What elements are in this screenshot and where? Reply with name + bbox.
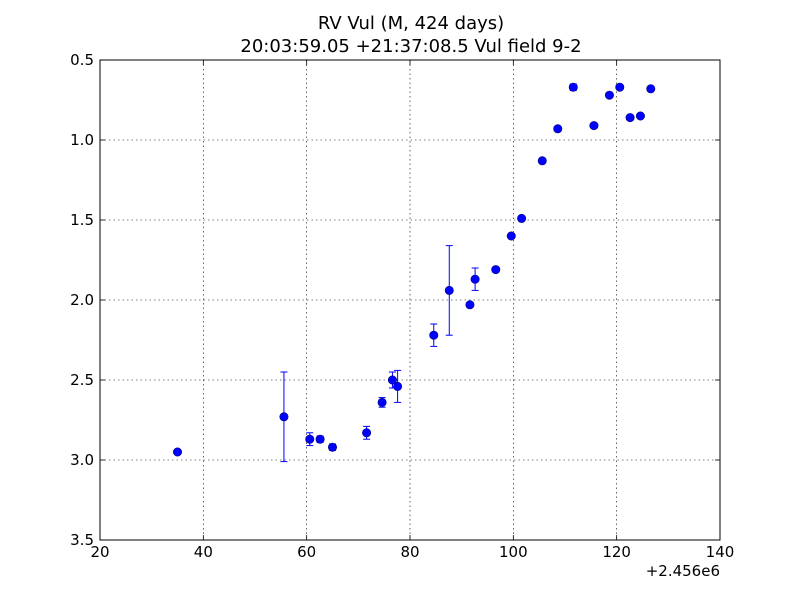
y-tick-label: 2.5 [70, 371, 94, 389]
data-point [615, 82, 625, 92]
data-point [517, 213, 527, 223]
data-point [604, 90, 614, 100]
data-point [327, 442, 337, 452]
data-point [362, 428, 372, 438]
data-point [589, 121, 599, 131]
x-tick-label: 40 [194, 543, 213, 561]
x-tick-label: 100 [499, 543, 528, 561]
x-tick-label: 20 [90, 543, 109, 561]
data-point [315, 434, 325, 444]
chart-subtitle: 20:03:59.05 +21:37:08.5 Vul field 9-2 [240, 36, 581, 57]
y-tick-label: 1.5 [70, 211, 94, 229]
data-point [173, 447, 183, 457]
data-point [537, 156, 547, 166]
data-points [173, 82, 656, 457]
data-point [646, 84, 656, 94]
x-tick-labels: 20 40 60 80 100 120 140 [90, 543, 734, 561]
error-bars [174, 83, 655, 463]
y-tick-label: 3.0 [70, 451, 94, 469]
x-tick-label: 140 [706, 543, 735, 561]
data-point [444, 285, 454, 295]
y-tick-label: 0.5 [70, 51, 94, 69]
data-point [553, 124, 563, 134]
plot-frame [99, 59, 721, 541]
data-point [305, 434, 315, 444]
x-axis-offset-label: +2.456e6 [646, 562, 720, 580]
data-point [635, 111, 645, 121]
data-point [506, 231, 516, 241]
data-point [393, 381, 403, 391]
y-tick-labels: 0.5 1.0 1.5 2.0 2.5 3.0 3.5 [70, 51, 94, 549]
data-point [491, 265, 501, 275]
data-point [279, 412, 289, 422]
y-tick-label: 3.5 [70, 531, 94, 549]
data-point [470, 274, 480, 284]
y-tick-label: 2.0 [70, 291, 94, 309]
x-tick-label: 60 [297, 543, 316, 561]
data-point [625, 113, 635, 123]
x-tick-label: 120 [602, 543, 631, 561]
grid [100, 60, 720, 540]
data-point [429, 330, 439, 340]
chart-title: RV Vul (M, 424 days) [318, 13, 504, 34]
x-tick-label: 80 [400, 543, 419, 561]
data-point [387, 375, 397, 385]
data-point [377, 397, 387, 407]
data-point [465, 300, 475, 310]
y-tick-label: 1.0 [70, 131, 94, 149]
data-point [568, 82, 578, 92]
